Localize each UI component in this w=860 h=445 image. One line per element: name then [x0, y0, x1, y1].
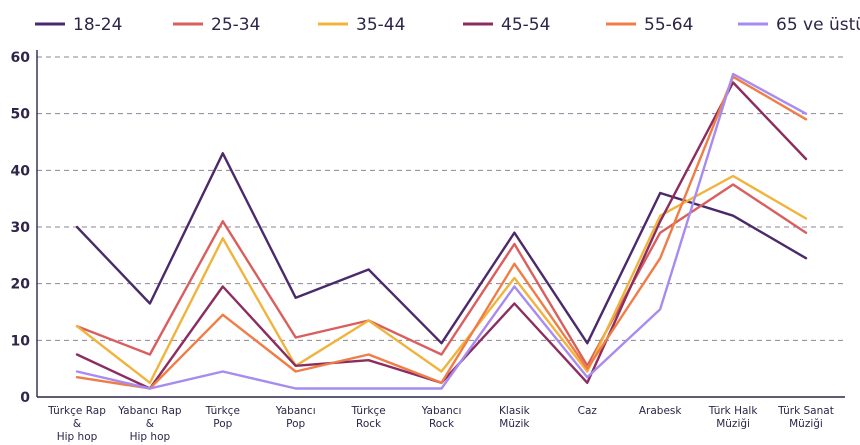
x-tick-label: Türk Halk Müziği	[708, 405, 759, 430]
y-tick-label: 50	[11, 107, 31, 123]
x-tick-label: Yabancı Rap & Hip hop	[117, 405, 182, 443]
y-tick-label: 60	[11, 50, 31, 66]
y-tick-label: 10	[11, 333, 31, 349]
legend-label: 35-44	[356, 15, 405, 35]
x-tick-label: Klasik Müzik	[499, 405, 531, 430]
chart-legend: 18-24 25-34 35-44 45-54 55-64 65 ve üstü	[35, 15, 860, 35]
series-line-35-44	[75, 174, 808, 384]
legend-label: 25-34	[211, 15, 260, 35]
x-tick-label: Caz	[578, 405, 598, 417]
y-tick-label: 30	[11, 220, 31, 236]
x-axis-ticks: Türkçe Rap & Hip hop Yabancı Rap & Hip hop Tür…	[47, 405, 834, 443]
x-tick-label: Türkçe Pop	[205, 405, 240, 430]
x-tick-label: Türk Sanat Müziği	[777, 405, 834, 430]
legend-label: 65 ve üstü	[776, 15, 860, 35]
legend-item: 18-24	[35, 15, 122, 35]
legend-item: 45-54	[463, 15, 550, 35]
y-tick-label: 40	[11, 163, 31, 179]
x-tick-label: Yabancı Rock	[421, 405, 462, 430]
legend-label: 45-54	[501, 15, 550, 35]
legend-item: 55-64	[606, 15, 693, 35]
legend-label: 55-64	[644, 15, 693, 35]
y-tick-label: 0	[20, 390, 30, 406]
legend-item: 25-34	[173, 15, 260, 35]
y-tick-label: 20	[11, 277, 31, 293]
series-line-55-64	[75, 75, 808, 390]
x-tick-label: Yabancı Pop	[275, 405, 316, 430]
x-tick-label: Türkçe Rap & Hip hop	[47, 405, 106, 443]
y-axis-ticks: 0 10 20 30 40 50 60	[11, 50, 31, 406]
chart-series	[75, 72, 808, 390]
legend-label: 18-24	[73, 15, 122, 35]
series-line-65-ve-üstü	[75, 72, 808, 390]
legend-item: 35-44	[318, 15, 405, 35]
series-line-25-34	[75, 183, 808, 367]
legend-item: 65 ve üstü	[738, 15, 860, 35]
x-tick-label: Arabesk	[639, 405, 683, 417]
series-line-18-24	[75, 152, 808, 345]
x-tick-label: Türkçe Rock	[350, 405, 385, 430]
